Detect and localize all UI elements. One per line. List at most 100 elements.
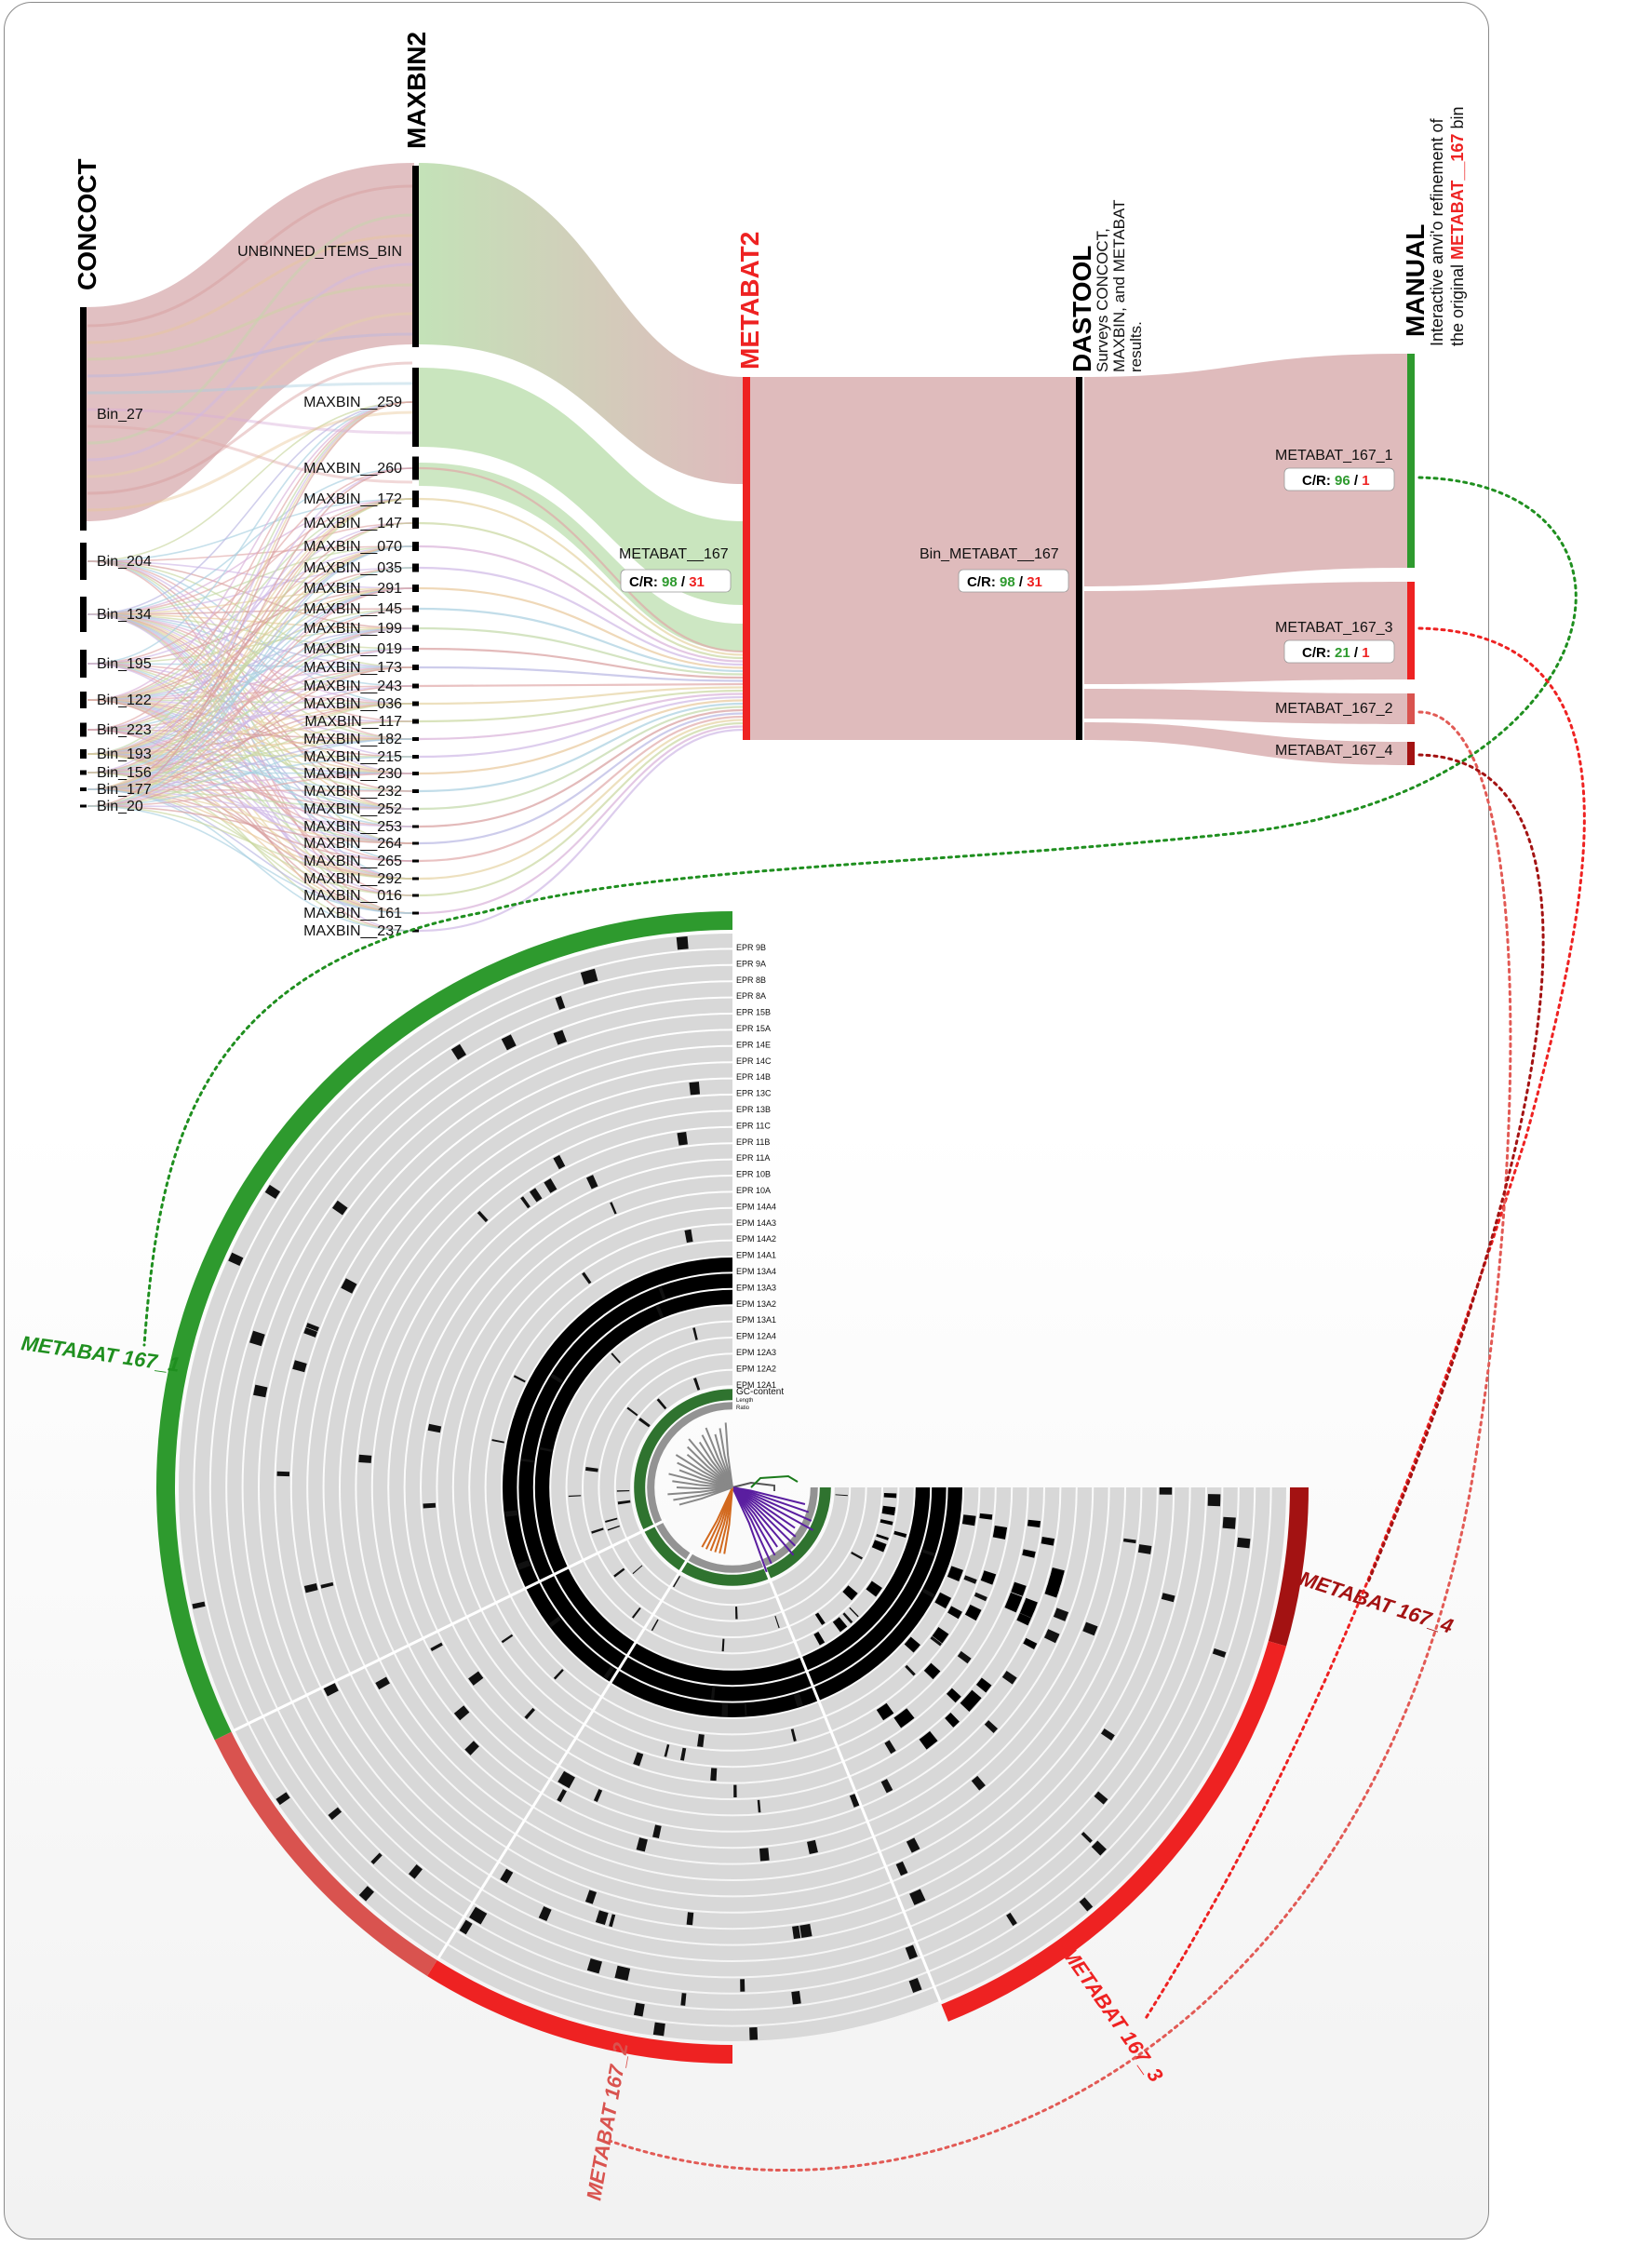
layer-name: EPR 9B — [736, 943, 766, 952]
tree-branch — [672, 1480, 733, 1488]
flow-thin — [418, 689, 744, 723]
flow-thin — [87, 401, 413, 701]
layer-mark — [553, 1154, 566, 1170]
maxbin-bin-label: MAXBIN__036 — [303, 696, 402, 712]
flow-thin — [87, 699, 413, 914]
layer-mark — [1044, 1576, 1063, 1598]
layer-mark — [450, 1043, 467, 1060]
layer-mark — [1100, 1728, 1115, 1741]
layer-mark — [658, 1286, 666, 1300]
flow-thin — [87, 498, 413, 731]
layer-mark — [586, 1957, 602, 1974]
layer-mark — [370, 1852, 383, 1865]
manual-bin-2-name: METABAT_167_2 — [1275, 701, 1393, 717]
maxbin-bin-label: MAXBIN__252 — [303, 801, 402, 817]
flow-thin — [87, 184, 413, 328]
flow-thin — [418, 695, 744, 759]
flow-thin — [87, 773, 413, 790]
flow-thin — [87, 729, 413, 740]
layer-mark — [904, 1638, 920, 1653]
layer-mark — [893, 1530, 907, 1538]
layer-mark — [501, 1034, 517, 1051]
layer-mark — [799, 1923, 813, 1938]
connector-bin-1 — [142, 476, 1578, 1347]
layer-labels: EPR 9B EPR 9A EPR 8B EPR 8A EPR 15B EPR 15A EP… — [736, 943, 784, 1411]
layer-mark — [430, 1642, 443, 1651]
flow-thin — [418, 607, 744, 673]
maxbin-bar — [412, 683, 419, 689]
layer-mark — [1161, 1593, 1175, 1603]
flow-thin — [87, 699, 413, 862]
maxbin-bar — [412, 911, 419, 915]
manual-bar-2 — [1407, 693, 1415, 724]
layer-mark — [585, 1466, 598, 1473]
concoct-bar-bin27 — [80, 307, 87, 531]
maxbin-bin-label: MAXBIN__161 — [303, 906, 402, 921]
manual-description: Interactive anvi'o refinement of the ori… — [1428, 107, 1467, 346]
layer-name: Length — [736, 1398, 753, 1404]
flow-thin — [87, 666, 413, 807]
metabat2-bar — [743, 377, 750, 740]
layer-mark — [582, 1271, 592, 1284]
layer-name: EPM 13A3 — [736, 1283, 776, 1292]
flow-thin — [87, 522, 413, 755]
manual-desc-line-2: the original METABAT__167 bin — [1448, 107, 1467, 346]
maxbin-bar — [412, 859, 419, 863]
flow-thin — [87, 587, 413, 807]
tree-branch — [673, 1486, 733, 1501]
layer-name: EPR 10A — [736, 1186, 771, 1195]
dastool-bin-name: Bin_METABAT__167 — [920, 546, 1059, 562]
maxbin-bin-label: MAXBIN__182 — [303, 732, 402, 747]
layer-mark — [790, 1728, 797, 1742]
flow-thin — [87, 627, 413, 701]
layer-mark — [1222, 1516, 1236, 1529]
tree-branch — [732, 1486, 776, 1556]
layer-mark — [1079, 1897, 1094, 1912]
circle-label-bin-2: METABAT 167_2 — [582, 2040, 633, 2202]
manual-bin-4-name: METABAT_167_4 — [1275, 743, 1393, 759]
flow-thin — [87, 627, 413, 665]
maxbin-bin-label: MAXBIN__253 — [303, 819, 402, 835]
flow-thin — [87, 401, 413, 615]
flow-thin — [418, 708, 744, 828]
concoct-heading: CONCOCT — [73, 158, 101, 290]
maxbin-bin-label: MAXBIN__117 — [304, 714, 402, 730]
layer-mark — [874, 1597, 890, 1613]
layer-mark — [883, 1493, 897, 1499]
layer-mark — [538, 1906, 552, 1922]
maxbin-bar — [412, 542, 419, 551]
concoct-bin-label: Bin_195 — [97, 656, 152, 672]
maxbin-bin-label: MAXBIN__019 — [303, 641, 402, 657]
flow-thin — [87, 560, 413, 705]
flow-thin — [87, 788, 413, 844]
layer-mark — [580, 968, 598, 985]
flow-thin — [87, 666, 413, 755]
flow-thin — [87, 613, 413, 792]
layer-mark — [876, 1534, 889, 1540]
layer-mark — [680, 1993, 687, 2006]
maxbin-bin-label: MAXBIN__035 — [303, 560, 402, 576]
flow-thin — [418, 545, 744, 663]
tree-branch — [688, 1438, 733, 1488]
flow-thin — [418, 626, 744, 676]
layer-mark — [842, 1585, 858, 1601]
flow-thin — [418, 497, 744, 656]
flow-thin — [87, 587, 413, 615]
maxbin-bar — [412, 789, 419, 793]
layer-mark — [517, 1560, 531, 1570]
flow-thin — [87, 608, 413, 701]
tree-branch — [732, 1486, 772, 1565]
layer-mark — [855, 1617, 872, 1634]
layer-mark — [946, 1688, 961, 1703]
flow-thin — [87, 613, 413, 810]
layer-mark — [793, 1693, 803, 1707]
layer-mark — [548, 1616, 561, 1628]
flow-thin — [87, 467, 413, 701]
layer-mark — [617, 1500, 631, 1505]
tree-branch — [719, 1428, 733, 1488]
maxbin-bin-label: MAXBIN__215 — [303, 749, 402, 765]
layer-name: EPM 12A3 — [736, 1348, 776, 1357]
dastool-description: Surveys CONCOCT, MAXBIN, and METABAT res… — [1094, 200, 1145, 372]
layer-mark — [607, 1525, 620, 1531]
layer-mark — [323, 1682, 339, 1697]
